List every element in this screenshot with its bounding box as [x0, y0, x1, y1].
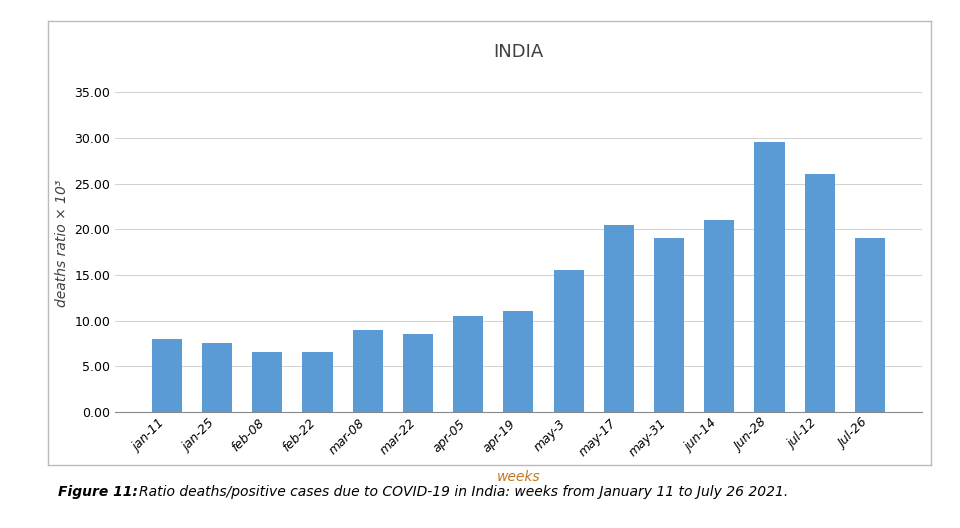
Title: INDIA: INDIA [493, 43, 543, 61]
Bar [302, 353, 332, 412]
Bar [503, 312, 534, 412]
Text: Figure 11:: Figure 11: [58, 485, 137, 499]
Bar [202, 343, 232, 412]
Bar [554, 270, 584, 412]
Bar [654, 238, 684, 412]
Bar [403, 334, 433, 412]
Bar [854, 238, 885, 412]
X-axis label: weeks: weeks [496, 470, 540, 484]
Y-axis label: deaths ratio × 10³: deaths ratio × 10³ [55, 179, 69, 307]
Text: Ratio deaths/positive cases due to COVID-19 in India: weeks from January 11 to J: Ratio deaths/positive cases due to COVID… [139, 485, 788, 499]
Bar [352, 329, 383, 412]
Bar [755, 143, 784, 412]
Bar [804, 174, 835, 412]
Bar [152, 339, 182, 412]
Bar [453, 316, 483, 412]
Bar [705, 220, 734, 412]
Bar [604, 224, 634, 412]
Bar [252, 353, 282, 412]
